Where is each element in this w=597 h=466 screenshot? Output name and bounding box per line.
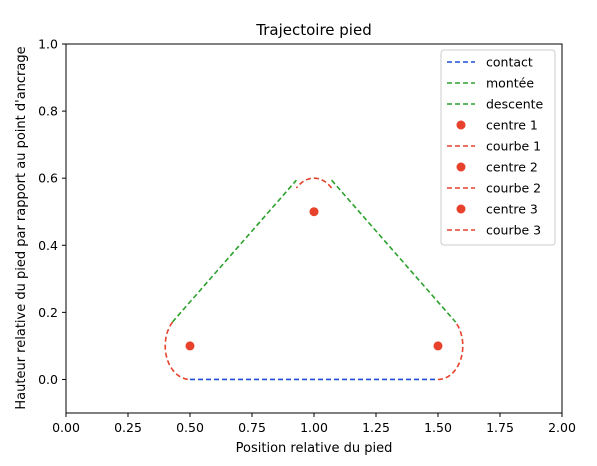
legend-box (440, 49, 556, 246)
series-centre-1-point (185, 341, 195, 351)
x-tick-label: 0.25 (114, 420, 142, 435)
x-tick-label: 0.75 (238, 420, 266, 435)
series-descente-line (331, 179, 457, 323)
legend: contact montée descente centre 1 courbe 1 cen… (440, 49, 556, 246)
legend-centre-2-label: centre 2 (486, 160, 538, 175)
x-tick-label: 1.00 (300, 420, 328, 435)
y-tick-label: 0.2 (38, 305, 58, 320)
series-courbe-1-arc (164, 321, 191, 381)
legend-centre-3-label: centre 3 (486, 202, 538, 217)
x-tick-label: 0.00 (52, 420, 80, 435)
x-axis-label: Position relative du pied (236, 441, 393, 456)
y-tick-label: 1.0 (38, 37, 58, 52)
y-tick-label: 0.0 (38, 372, 58, 387)
y-axis-label: Hauteur relative du pied par rapport au … (14, 46, 29, 409)
x-tick-label: 1.50 (424, 420, 452, 435)
series-centre-2-point (309, 207, 319, 217)
x-tick-label: 1.25 (362, 420, 390, 435)
legend-centre-1-marker (456, 120, 466, 130)
x-tick-label: 0.50 (176, 420, 204, 435)
series-courbe-2-arc (295, 177, 333, 189)
legend-montée-label: montée (486, 76, 534, 91)
y-tick-label: 0.4 (38, 238, 58, 253)
x-tick-label: 1.75 (486, 420, 514, 435)
legend-courbe-1-label: courbe 1 (486, 139, 541, 154)
legend-descente-label: descente (486, 97, 544, 112)
series-courbe-3-arc (437, 321, 464, 381)
plot-area (164, 177, 464, 381)
legend-contact-label: contact (486, 55, 533, 70)
legend-centre-3-marker (456, 204, 466, 214)
y-tick-label: 0.8 (38, 104, 58, 119)
chart-title: Trajectoire pied (255, 21, 371, 39)
x-tick-label: 2.00 (548, 420, 576, 435)
axes: 0.00 0.25 0.50 0.75 1.00 1.25 1.50 1.75 2.00 0.0 0… (38, 37, 576, 436)
legend-centre-2-marker (456, 162, 466, 172)
legend-courbe-3-label: courbe 3 (486, 223, 541, 238)
y-tick-label: 0.6 (38, 171, 58, 186)
series-centre-3-point (433, 341, 443, 351)
legend-centre-1-label: centre 1 (486, 118, 538, 133)
series-montée-line (171, 179, 297, 323)
legend-courbe-2-label: courbe 2 (486, 181, 541, 196)
